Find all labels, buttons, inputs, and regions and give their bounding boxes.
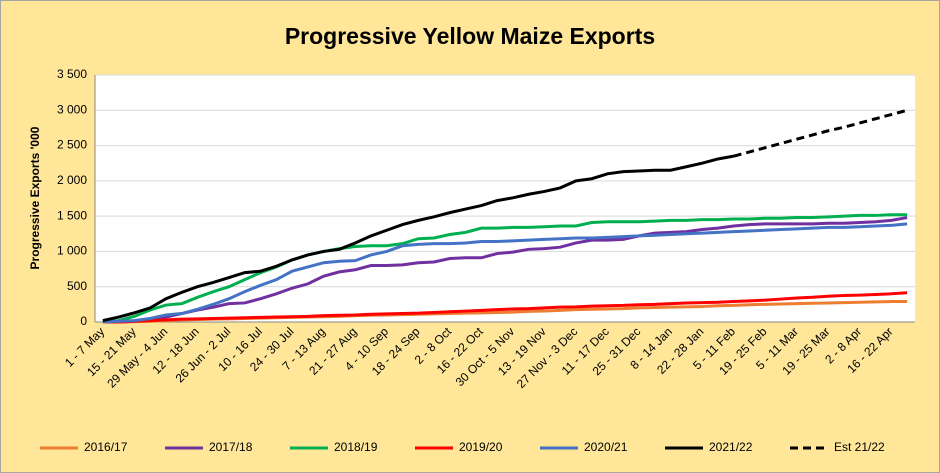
y-tick-label: 3 500 bbox=[57, 67, 87, 81]
legend-label: 2020/21 bbox=[584, 440, 628, 454]
legend-label: 2019/20 bbox=[459, 440, 503, 454]
series-line bbox=[102, 154, 734, 323]
y-tick-label: 2 000 bbox=[57, 173, 87, 187]
y-tick-label: 0 bbox=[80, 314, 87, 328]
chart-title: Progressive Yellow Maize Exports bbox=[285, 23, 655, 49]
y-tick-label: 1 000 bbox=[57, 244, 87, 258]
series-line bbox=[102, 222, 908, 324]
y-tick-label: 2 500 bbox=[57, 138, 87, 152]
legend-label: Est 21/22 bbox=[834, 440, 885, 454]
legend-label: 2021/22 bbox=[709, 440, 753, 454]
legend-label: 2018/19 bbox=[334, 440, 378, 454]
y-tick-label: 1 500 bbox=[57, 208, 87, 222]
legend-label: 2016/17 bbox=[84, 440, 128, 454]
series-line bbox=[102, 216, 908, 324]
legend-label: 2017/18 bbox=[209, 440, 253, 454]
series-line bbox=[102, 213, 908, 324]
y-tick-label: 3 000 bbox=[57, 102, 87, 116]
series-line bbox=[733, 108, 908, 158]
y-axis-label: Progressive Exports '000 bbox=[28, 126, 42, 269]
y-tick-label: 500 bbox=[67, 279, 87, 293]
series-line bbox=[102, 291, 908, 324]
